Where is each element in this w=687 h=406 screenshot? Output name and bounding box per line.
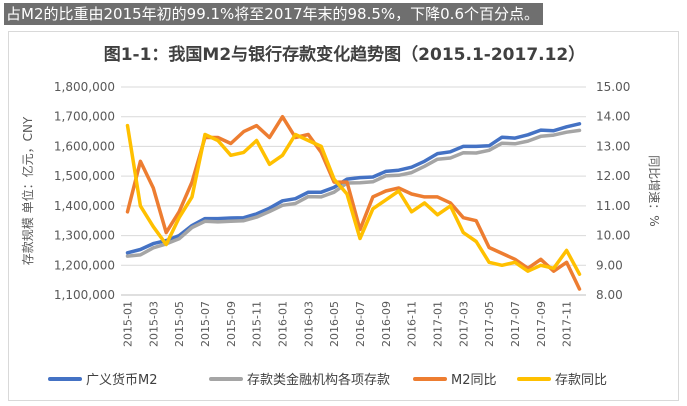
chart-panel: 图1-1：我国M2与银行存款变化趋势图（2015.1-2017.12）	[8, 31, 679, 401]
series-line	[125, 122, 582, 255]
y-right-axis-title: 同比增速：%	[647, 155, 661, 226]
y-right-tick-label: 11.00	[596, 199, 630, 213]
y-left-tick-label: 1,500,000	[54, 169, 115, 183]
y-left-tick-label: 1,300,000	[54, 229, 115, 243]
y-right-tick-label: 8.00	[596, 288, 623, 302]
legend-label: 广义货币M2	[86, 372, 158, 388]
x-tick-label: 2017-05	[483, 301, 496, 347]
y-right-tick-label: 9.00	[596, 258, 623, 272]
x-tick-label: 2015-03	[147, 301, 160, 347]
x-tick-label: 2015-01	[121, 301, 134, 347]
x-tick-label: 2017-01	[431, 301, 444, 347]
x-tick-label: 2017-11	[561, 301, 574, 347]
chart-title: 图1-1：我国M2与银行存款变化趋势图（2015.1-2017.12）	[103, 45, 586, 65]
x-tick-label: 2015-05	[173, 301, 186, 347]
legend-label: 存款同比	[555, 373, 607, 388]
x-tick-label: 2016-07	[354, 301, 367, 347]
y-right-tick-label: 14.00	[596, 110, 630, 124]
x-tick-label: 2015-07	[199, 301, 212, 347]
y-left-axis-title: 存款规模 单位：亿元，CNY	[20, 116, 35, 265]
x-tick-label: 2015-11	[251, 301, 264, 347]
y-left-tick-label: 1,700,000	[54, 110, 115, 124]
y-right-tick-label: 10.00	[596, 229, 630, 243]
y-right-tick-label: 13.00	[596, 139, 630, 153]
legend-label: 存款类金融机构各项存款	[247, 372, 390, 388]
legend-label: M2同比	[451, 373, 497, 388]
y-left-tick-label: 1,100,000	[54, 288, 115, 302]
y-left-tick-label: 1,400,000	[54, 199, 115, 213]
x-tick-label: 2016-09	[380, 301, 393, 347]
y-left-tick-label: 1,600,000	[54, 139, 115, 153]
y-left-tick-label: 1,200,000	[54, 258, 115, 272]
x-tick-label: 2017-09	[535, 301, 548, 347]
series-line	[125, 123, 582, 276]
y-right-tick-label: 15.00	[596, 80, 630, 94]
x-tick-label: 2016-11	[406, 301, 419, 347]
x-tick-label: 2016-03	[302, 301, 315, 347]
x-tick-label: 2016-01	[276, 301, 289, 347]
series-line	[125, 128, 582, 258]
x-tick-label: 2016-05	[328, 301, 341, 347]
top-banner: 占M2的比重由2015年初的99.1%将至2017年末的98.5%，下降0.6个…	[0, 0, 687, 28]
x-tick-label: 2017-07	[509, 301, 522, 347]
y-left-tick-label: 1,800,000	[54, 80, 115, 94]
x-tick-label: 2017-03	[457, 301, 470, 347]
x-tick-label: 2015-09	[225, 301, 238, 347]
y-right-tick-label: 12.00	[596, 169, 630, 183]
banner-text: 占M2的比重由2015年初的99.1%将至2017年末的98.5%，下降0.6个…	[4, 3, 543, 25]
